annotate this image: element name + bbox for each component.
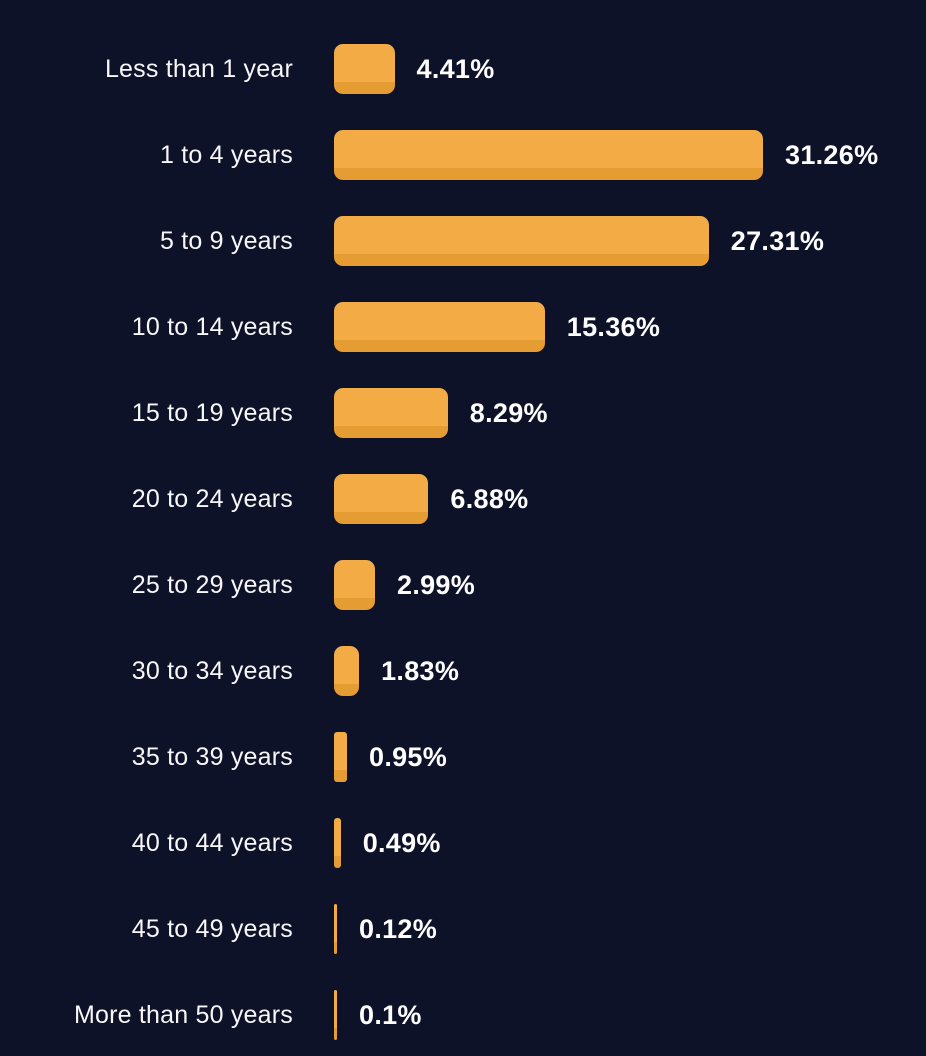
value-label: 0.1% [359,999,422,1030]
bar [334,302,545,352]
bar [334,818,341,868]
category-label: 40 to 44 years [131,828,293,857]
category-label: 5 to 9 years [159,226,293,255]
bar-row: More than 50 years 0.1% [0,972,926,1056]
bar-zone: 2.99% [334,560,475,610]
category-label: 10 to 14 years [131,312,293,341]
bar [334,646,360,696]
bar-row: 30 to 34 years 1.83% [0,628,926,714]
bar-zone: 15.36% [334,302,660,352]
value-label: 27.31% [730,225,825,256]
bar-zone: 0.49% [334,818,441,868]
category-label: 45 to 49 years [131,914,293,943]
category-label: 1 to 4 years [159,140,293,169]
category-label: 30 to 34 years [131,656,293,685]
bar [334,44,395,94]
value-label: 15.36% [566,311,661,342]
value-label: 4.41% [416,53,495,84]
bar [334,388,448,438]
bar-zone: 1.83% [334,646,459,696]
value-label: 0.12% [359,913,438,944]
bar [334,560,375,610]
bar-row: 10 to 14 years 15.36% [0,284,926,370]
bar-row: 45 to 49 years 0.12% [0,886,926,972]
bar-zone: 0.95% [334,732,447,782]
bar-row: Less than 1 year 4.41% [0,26,926,112]
bar [334,990,337,1040]
value-label: 0.95% [369,741,448,772]
bar-row: 40 to 44 years 0.49% [0,800,926,886]
category-label: Less than 1 year [104,54,293,83]
value-label: 2.99% [397,569,476,600]
bar-zone: 4.41% [334,44,495,94]
value-label: 31.26% [785,139,879,170]
bar-zone: 8.29% [334,388,548,438]
bar [334,474,429,524]
bar [334,216,709,266]
bar-row: 5 to 9 years 27.31% [0,198,926,284]
bar [334,904,337,954]
category-label: More than 50 years [74,1000,293,1029]
bar-row: 15 to 19 years 8.29% [0,370,926,456]
category-label: 35 to 39 years [131,742,293,771]
bar-row: 25 to 29 years 2.99% [0,542,926,628]
value-label: 8.29% [469,397,548,428]
value-label: 1.83% [381,655,460,686]
bar-row: 1 to 4 years 31.26% [0,112,926,198]
bar [334,130,763,180]
bar-zone: 0.12% [334,904,437,954]
category-label: 15 to 19 years [131,398,293,427]
bar [334,732,347,782]
bar-zone: 6.88% [334,474,528,524]
value-label: 0.49% [362,827,441,858]
bar-zone: 27.31% [334,216,824,266]
category-label: 25 to 29 years [131,570,293,599]
value-label: 6.88% [450,483,529,514]
category-label: 20 to 24 years [131,484,293,513]
bar-row: 20 to 24 years 6.88% [0,456,926,542]
bar-row: 35 to 39 years 0.95% [0,714,926,800]
bar-zone: 0.1% [334,990,422,1040]
bar-zone: 31.26% [334,130,878,180]
